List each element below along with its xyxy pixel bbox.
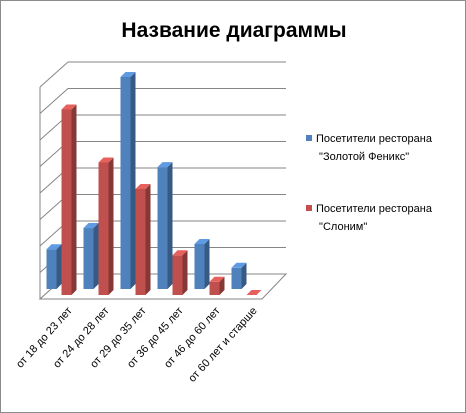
legend-swatch xyxy=(306,135,312,141)
bar-2-6 xyxy=(246,290,262,295)
bar-1-2 xyxy=(83,223,99,289)
bar-1-4 xyxy=(157,162,173,289)
bar-front-face xyxy=(98,162,109,295)
bar-2-5 xyxy=(209,276,225,295)
bar-2-4 xyxy=(172,250,188,295)
bar-top-face xyxy=(157,162,173,168)
bar-2-1 xyxy=(61,104,77,295)
bar-front-face xyxy=(157,167,168,289)
legend-label: "Золотой Феникс" xyxy=(316,151,409,163)
legend-entry: Посетители ресторана "Золотой Феникс" xyxy=(306,133,433,163)
bar-2-3 xyxy=(135,184,151,295)
bar-top-face xyxy=(231,262,247,268)
bar-side-face xyxy=(219,276,225,295)
legend: Посетители ресторана "Золотой Феникс"Пос… xyxy=(306,133,433,233)
bar-top-face xyxy=(135,184,151,189)
bar-front-face xyxy=(120,77,131,289)
bar-front-face xyxy=(172,255,183,295)
legend-label: "Слоним" xyxy=(316,221,367,233)
bar-1-6 xyxy=(231,262,247,289)
bar-side-face xyxy=(167,162,173,289)
bar-side-face xyxy=(56,244,62,289)
bar-front-face xyxy=(194,243,205,289)
bar-front-face xyxy=(83,228,94,289)
bar-top-face xyxy=(98,157,114,163)
bar-side-face xyxy=(71,104,77,295)
bar-top-face xyxy=(120,72,136,77)
bar-2-2 xyxy=(98,157,114,295)
legend-entry: Посетители ресторана "Слоним" xyxy=(306,203,433,233)
bar-top-face xyxy=(61,104,77,110)
gridline xyxy=(39,114,286,141)
legend-label: Посетители ресторана xyxy=(316,133,433,145)
bar-front-face xyxy=(209,281,220,295)
bar-front-face xyxy=(61,109,72,295)
bar-side-face xyxy=(145,184,151,295)
bar-top-face xyxy=(172,250,188,256)
gridline xyxy=(39,61,286,88)
bar-1-3 xyxy=(120,72,136,289)
bar-side-face xyxy=(108,157,114,295)
bar-side-face xyxy=(130,72,136,289)
bar-top-face xyxy=(246,290,262,295)
bar-top-face xyxy=(46,244,62,250)
legend-label: Посетители ресторана xyxy=(316,203,433,215)
bar-side-face xyxy=(241,262,247,289)
gridline xyxy=(39,88,286,114)
bar-1-1 xyxy=(46,244,62,289)
bar-front-face xyxy=(46,249,57,289)
bar-top-face xyxy=(194,238,210,244)
bar-top-face xyxy=(209,276,225,282)
x-tick-label: от 60 лет и старше xyxy=(186,305,259,385)
bar-1-5 xyxy=(194,238,210,289)
bar-front-face xyxy=(231,267,242,289)
bar-front-face xyxy=(135,189,146,295)
bar-side-face xyxy=(182,250,188,295)
bar-side-face xyxy=(204,238,210,289)
chart-title: Название диаграммы xyxy=(121,19,346,42)
bar-side-face xyxy=(93,223,99,289)
bar-top-face xyxy=(83,223,99,229)
bars xyxy=(46,72,262,295)
legend-swatch xyxy=(306,205,312,211)
